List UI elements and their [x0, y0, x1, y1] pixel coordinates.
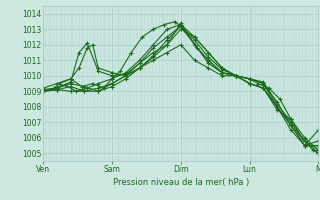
X-axis label: Pression niveau de la mer( hPa ): Pression niveau de la mer( hPa )	[113, 178, 249, 187]
